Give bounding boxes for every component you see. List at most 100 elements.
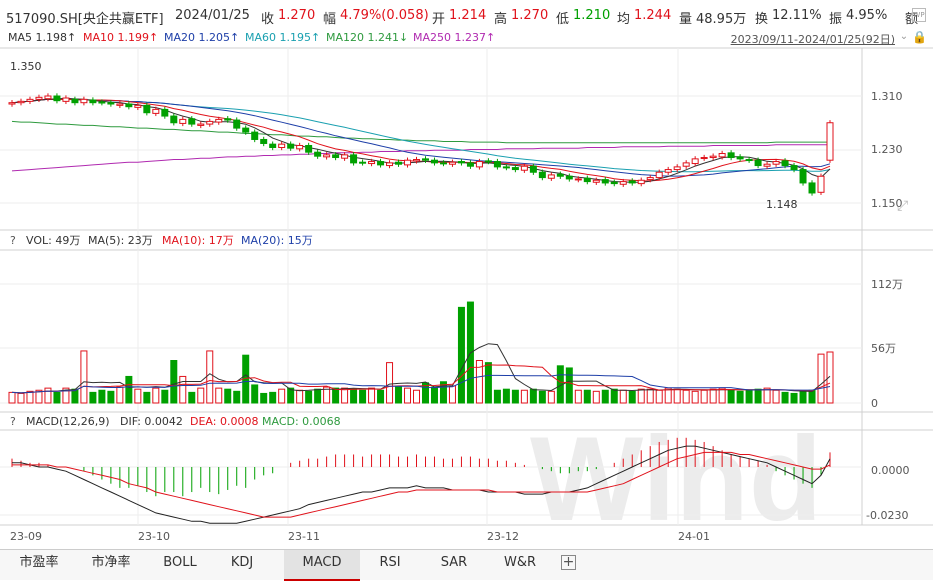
volume-bar: [808, 389, 816, 404]
candle-body: [709, 155, 717, 159]
volume-bar: [71, 388, 79, 404]
lock-icon[interactable]: 🔒: [912, 30, 927, 44]
volume-ma-lines: [11, 343, 831, 394]
tab-rsi[interactable]: RSI: [379, 555, 401, 570]
volume-bar: [646, 388, 654, 404]
volume-bar: [574, 389, 582, 404]
panel-frames: [0, 47, 933, 526]
volume-bar: [421, 382, 429, 404]
settings-badge-icon[interactable]: WP: [912, 8, 926, 22]
date-range[interactable]: 2023/09/11-2024/01/25(92日): [730, 33, 895, 46]
candle-body: [439, 162, 447, 165]
candle-body: [269, 143, 277, 148]
volume-bar: [116, 386, 124, 404]
candle-body: [529, 165, 537, 173]
candle-body: [466, 162, 474, 167]
avg-label: 均: [617, 12, 631, 27]
volume-bar: [583, 389, 591, 404]
dif-legend: DIF: 0.0042: [120, 415, 183, 428]
candle-body: [53, 95, 61, 102]
stock-chart[interactable]: Wind 1.350 1.148 1.310 1.230 1.150 ⤢ ? V…: [0, 0, 933, 549]
volume-bar: [80, 350, 88, 404]
volume-bar: [17, 392, 25, 404]
dea-legend: DEA: 0.0008: [190, 415, 258, 428]
high-label: 高: [494, 12, 508, 27]
tab-pe[interactable]: 市盈率: [19, 555, 59, 570]
vol-help-icon[interactable]: ?: [10, 234, 16, 247]
candle-body: [8, 102, 16, 105]
volume-bar: [484, 362, 492, 404]
candle-body: [691, 158, 699, 165]
candle-body: [673, 166, 681, 171]
ma120-line: [11, 120, 830, 144]
volume-bar: [125, 375, 133, 404]
open-label: 开: [432, 12, 446, 27]
grid-lines: [0, 48, 862, 525]
chevron-down-icon[interactable]: ⌄: [899, 31, 909, 42]
x-axis: 23-09 23-10 23-11 23-12 24-01: [10, 530, 710, 543]
candle-body: [44, 95, 52, 100]
quote-date: 2024/01/25: [175, 8, 250, 23]
tab-wr[interactable]: W&R: [503, 555, 537, 570]
volume-bar: [305, 390, 313, 404]
indicator-tabs: 市盈率 市净率 BOLL KDJ MACD RSI SAR W&R +: [0, 549, 933, 581]
expand-icon[interactable]: ⤢: [897, 198, 908, 214]
tab-macd[interactable]: MACD: [284, 550, 360, 581]
candle-body: [125, 103, 133, 108]
vol-ma20-legend: MA(20): 15万: [241, 234, 313, 247]
candle-body: [556, 173, 564, 177]
add-tab-icon[interactable]: +: [561, 554, 576, 570]
change-pct: 4.79%(0.058): [340, 8, 429, 23]
macd-name: MACD(12,26,9): [26, 415, 110, 428]
vol-label: 量: [679, 12, 693, 27]
candle-body: [251, 131, 259, 140]
volume-bar: [637, 388, 645, 404]
volume-bar: [152, 387, 160, 404]
x-tick-label: 24-01: [678, 530, 710, 543]
volume-ma10-path: [11, 364, 831, 394]
candle-body: [799, 169, 807, 184]
candle-body: [502, 166, 510, 169]
swing-label: 振: [829, 12, 843, 27]
candle-body: [628, 180, 636, 184]
candle-body: [35, 96, 43, 100]
volume-bar: [413, 389, 421, 404]
volume-bar: [350, 388, 358, 404]
candle-body: [143, 104, 151, 114]
candle-body: [89, 99, 97, 104]
volume-bar: [781, 391, 789, 404]
candle-body: [475, 161, 483, 168]
volume-bar: [601, 389, 609, 404]
tab-boll[interactable]: BOLL: [163, 555, 197, 570]
candle-body: [404, 159, 412, 166]
volume-bar: [736, 390, 744, 404]
volume-bar: [610, 388, 618, 404]
candle-body: [457, 161, 465, 164]
avg-value: 1.244: [634, 8, 672, 23]
volume-bar: [161, 389, 169, 404]
candle-body: [134, 104, 142, 108]
vol-legend: VOL: 49万: [26, 234, 80, 247]
volume-bar: [332, 387, 340, 404]
candle-body: [395, 161, 403, 165]
macd-help-icon[interactable]: ?: [10, 415, 16, 428]
tab-pb[interactable]: 市净率: [91, 555, 131, 570]
volume-bar: [565, 367, 573, 404]
candle-body: [350, 154, 358, 164]
candle-body: [664, 169, 672, 173]
volume-bar: [341, 387, 349, 404]
candle-body: [565, 175, 573, 180]
volume-bar: [439, 381, 447, 404]
low-value: 1.210: [573, 8, 611, 23]
tab-sar[interactable]: SAR: [440, 555, 468, 570]
candle-body: [188, 118, 196, 125]
tab-kdj[interactable]: KDJ: [230, 555, 254, 570]
candle-body: [359, 161, 367, 164]
candle-body: [323, 154, 331, 158]
volume-bar: [691, 390, 699, 404]
candle-body: [547, 174, 555, 179]
volume-bar: [709, 388, 717, 404]
volume-bar: [727, 389, 735, 404]
volume-bar: [251, 384, 259, 404]
vol-tick-3: 0: [871, 397, 878, 410]
